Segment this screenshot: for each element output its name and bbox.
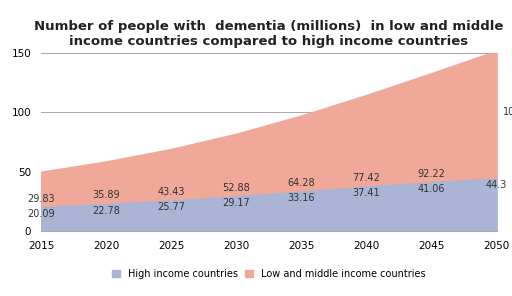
Legend: High income countries, Low and middle income countries: High income countries, Low and middle in… [108, 265, 430, 283]
Text: 37.41: 37.41 [353, 188, 380, 198]
Text: 29.83: 29.83 [27, 194, 55, 204]
Text: 44.3: 44.3 [486, 180, 507, 190]
Text: 107.94: 107.94 [503, 107, 512, 117]
Text: 41.06: 41.06 [418, 184, 445, 194]
Text: 33.16: 33.16 [288, 193, 315, 203]
Text: 92.22: 92.22 [418, 169, 445, 179]
Title: Number of people with  dementia (millions)  in low and middle
income countries c: Number of people with dementia (millions… [34, 20, 503, 48]
Text: 29.17: 29.17 [222, 198, 250, 208]
Text: 64.28: 64.28 [288, 178, 315, 188]
Text: 25.77: 25.77 [157, 202, 185, 212]
Text: 43.43: 43.43 [157, 187, 185, 197]
Text: 35.89: 35.89 [92, 190, 120, 200]
Text: 22.78: 22.78 [92, 206, 120, 216]
Text: 52.88: 52.88 [222, 183, 250, 193]
Text: 77.42: 77.42 [352, 173, 380, 183]
Text: 20.09: 20.09 [27, 209, 55, 219]
